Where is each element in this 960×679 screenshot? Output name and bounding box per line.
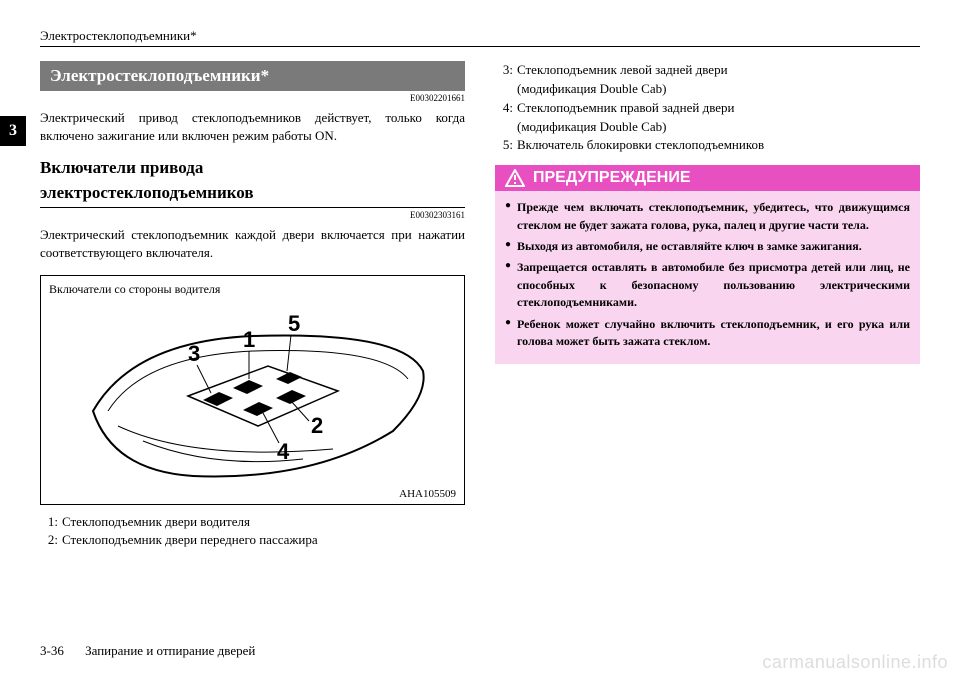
figure-box: Включатели со стороны водителя bbox=[40, 275, 465, 505]
page-number: 3-36 bbox=[40, 643, 64, 658]
legend-right: 3: Стеклоподъемник левой задней двери (м… bbox=[495, 61, 920, 155]
legend-item: 4: Стеклоподъемник правой задней двери bbox=[495, 99, 920, 118]
legend-item: 1: Стеклоподъемник двери водителя bbox=[40, 513, 465, 532]
running-header: Электростеклоподъемники* bbox=[40, 28, 920, 44]
footer: 3-36 Запирание и отпирание дверей bbox=[40, 643, 255, 659]
warning-item: Запрещается оставлять в автомобиле без п… bbox=[505, 259, 910, 311]
watermark: carmanualsonline.info bbox=[762, 652, 948, 673]
legend-num: 1: bbox=[40, 513, 62, 532]
subsection-title-line1: Включатели привода bbox=[40, 157, 465, 180]
figure-label-2: 2 bbox=[311, 413, 323, 438]
chapter-tab: 3 bbox=[0, 116, 26, 146]
intro-text: Электрический привод стеклоподъемников д… bbox=[40, 109, 465, 145]
switch-diagram: 5 1 3 2 4 bbox=[73, 301, 433, 486]
legend-text: Включатель блокировки стеклоподъемников bbox=[517, 136, 920, 155]
legend-left: 1: Стеклоподъемник двери водителя 2: Сте… bbox=[40, 513, 465, 551]
subsection: Включатели привода электростеклоподъемни… bbox=[40, 157, 465, 262]
subsection-rule bbox=[40, 207, 465, 208]
legend-text: Стеклоподъемник двери переднего пассажир… bbox=[62, 531, 465, 550]
warning-item: Прежде чем включать стеклоподъемник, убе… bbox=[505, 199, 910, 234]
section-title-bar: Электростеклоподъемники* bbox=[40, 61, 465, 91]
legend-text: Стеклоподъемник правой задней двери bbox=[517, 99, 920, 118]
page: Электростеклоподъемники* 3 Электростекло… bbox=[0, 0, 960, 679]
legend-num: 5: bbox=[495, 136, 517, 155]
footer-section: Запирание и отпирание дверей bbox=[85, 643, 255, 658]
warning-triangle-icon bbox=[505, 169, 525, 187]
subsection-code: E00302303161 bbox=[40, 210, 465, 220]
legend-item: 3: Стеклоподъемник левой задней двери bbox=[495, 61, 920, 80]
figure-code: AHA105509 bbox=[49, 488, 456, 500]
warning-item: Выходя из автомобиля, не оставляйте ключ… bbox=[505, 238, 910, 255]
warning-header: ПРЕДУПРЕЖДЕНИЕ bbox=[495, 165, 920, 191]
subsection-text: Электрический стеклоподъемник каждой две… bbox=[40, 226, 465, 262]
legend-num: 4: bbox=[495, 99, 517, 118]
left-column: Электростеклоподъемники* E00302201661 Эл… bbox=[40, 61, 465, 550]
warning-box: ПРЕДУПРЕЖДЕНИЕ Прежде чем включать стекл… bbox=[495, 165, 920, 364]
legend-num: 3: bbox=[495, 61, 517, 80]
header-rule bbox=[40, 46, 920, 47]
warning-title: ПРЕДУПРЕЖДЕНИЕ bbox=[533, 169, 691, 187]
figure-label-5: 5 bbox=[288, 311, 300, 336]
legend-sub: (модификация Double Cab) bbox=[495, 80, 920, 99]
figure-label-3: 3 bbox=[188, 341, 200, 366]
warning-item: Ребенок может случайно включить стеклопо… bbox=[505, 316, 910, 351]
figure-label-1: 1 bbox=[243, 327, 255, 352]
legend-text: Стеклоподъемник двери водителя bbox=[62, 513, 465, 532]
legend-sub: (модификация Double Cab) bbox=[495, 118, 920, 137]
legend-item: 5: Включатель блокировки стеклоподъемник… bbox=[495, 136, 920, 155]
legend-num: 2: bbox=[40, 531, 62, 550]
figure-caption: Включатели со стороны водителя bbox=[49, 282, 456, 297]
legend-item: 2: Стеклоподъемник двери переднего пасса… bbox=[40, 531, 465, 550]
section-code: E00302201661 bbox=[40, 93, 465, 103]
right-column: 3: Стеклоподъемник левой задней двери (м… bbox=[495, 61, 920, 550]
legend-text: Стеклоподъемник левой задней двери bbox=[517, 61, 920, 80]
content-columns: Электростеклоподъемники* E00302201661 Эл… bbox=[40, 61, 920, 550]
subsection-title-line2: электростеклоподъемников bbox=[40, 182, 465, 205]
warning-body: Прежде чем включать стеклоподъемник, убе… bbox=[495, 191, 920, 364]
